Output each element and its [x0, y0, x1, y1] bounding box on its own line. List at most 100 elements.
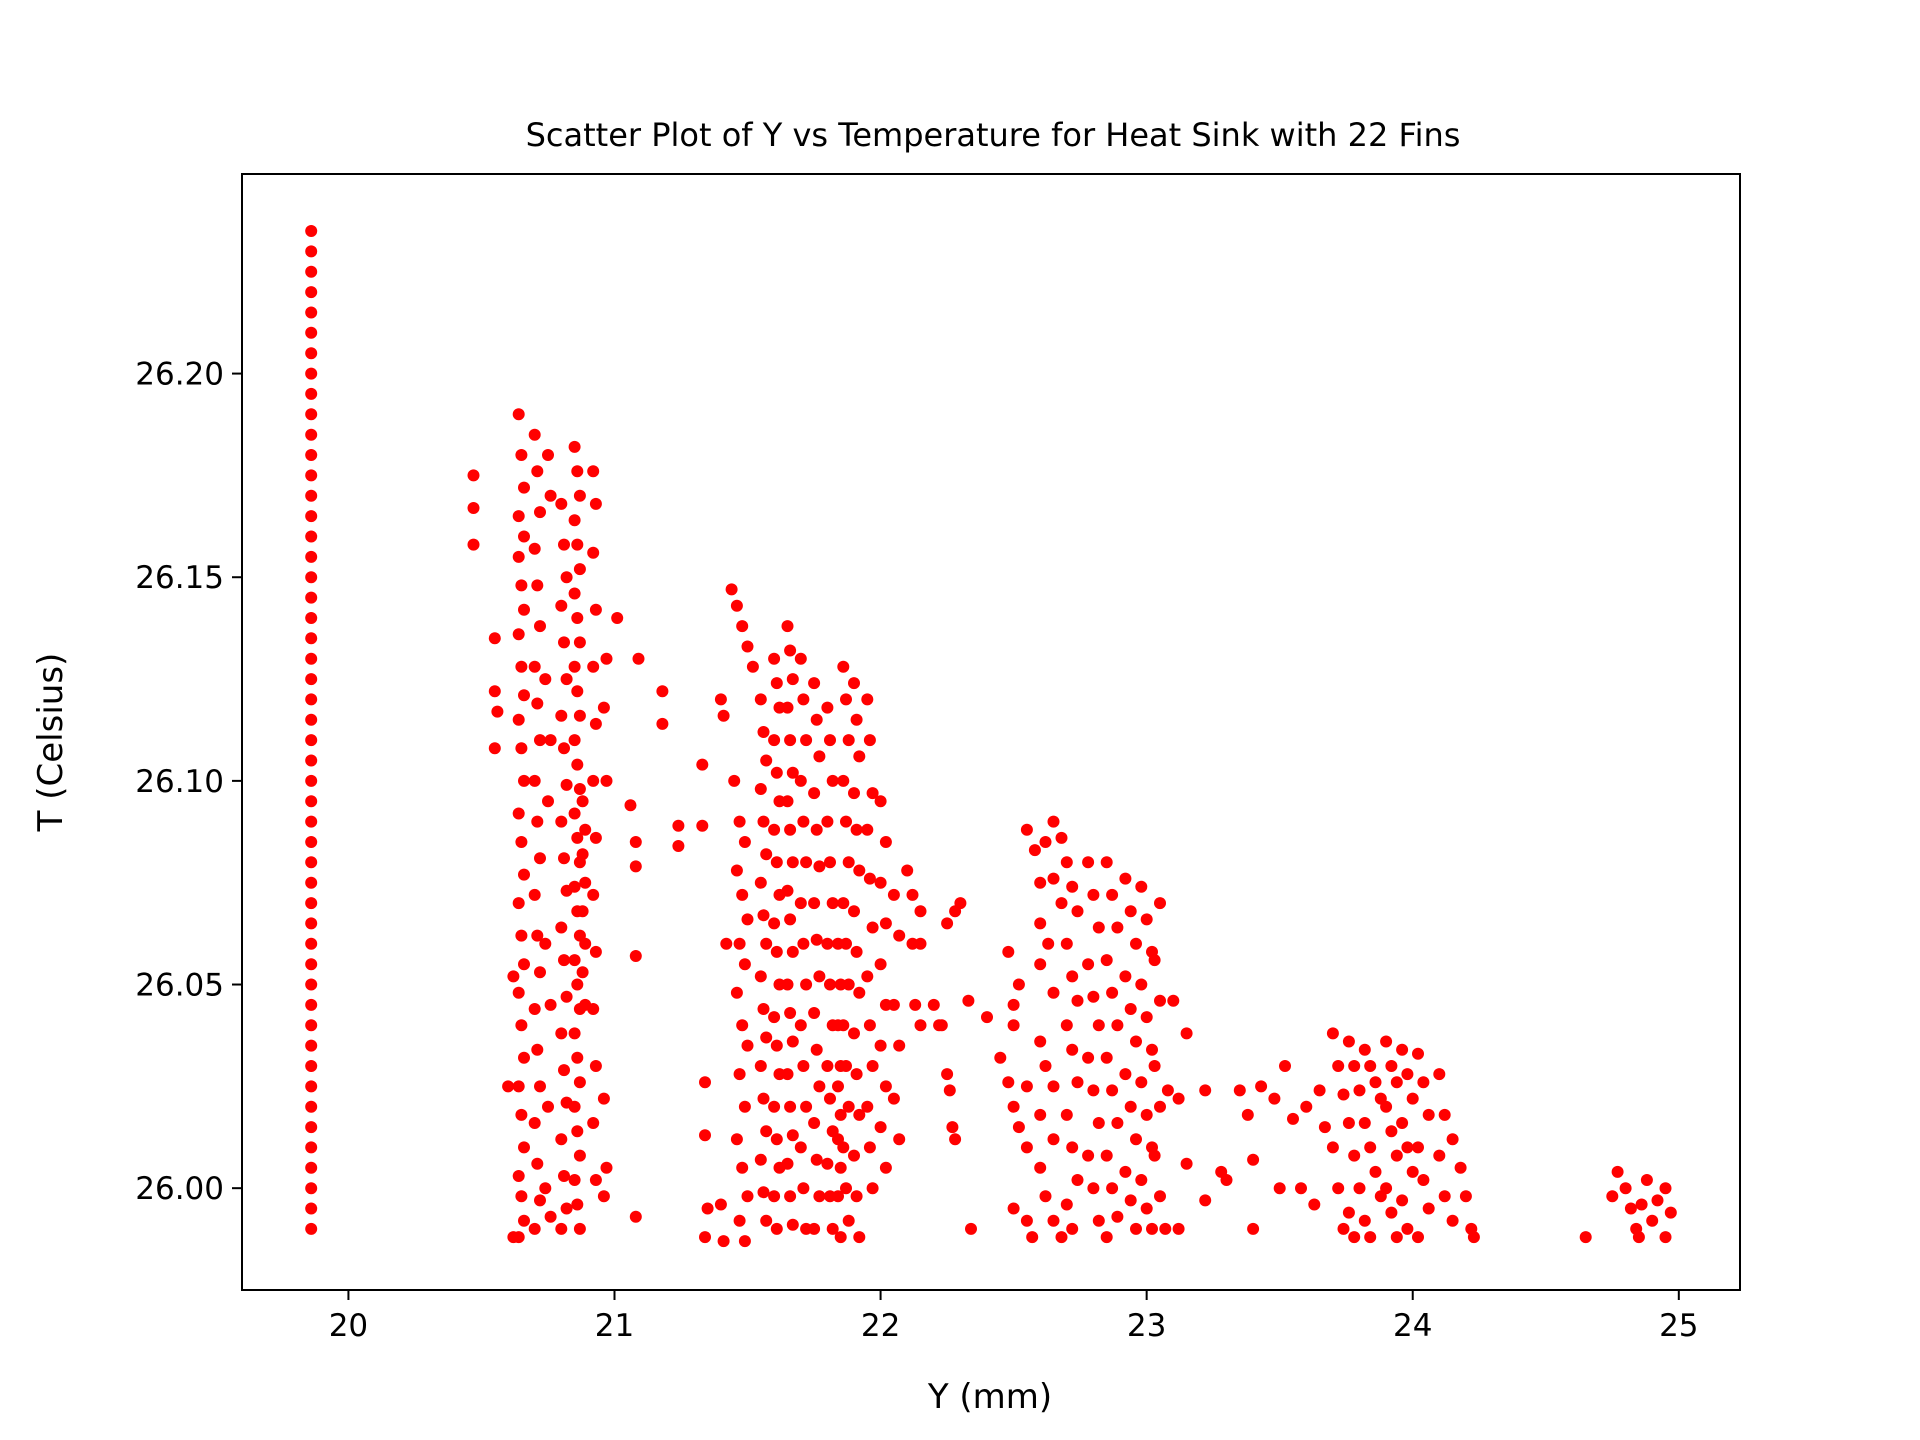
data-point [589, 1174, 602, 1186]
data-point [587, 1003, 600, 1015]
data-point [1167, 994, 1180, 1007]
data-point [808, 1007, 821, 1019]
data-point [305, 408, 318, 421]
data-point [1390, 1231, 1403, 1244]
data-point [736, 1161, 749, 1174]
data-point [1111, 1117, 1124, 1129]
data-point [1060, 1198, 1073, 1211]
data-point [656, 717, 669, 730]
data-point [1020, 1141, 1033, 1154]
data-point [1422, 1202, 1435, 1215]
data-point [1624, 1202, 1637, 1215]
data-point [962, 994, 975, 1007]
data-point [573, 563, 586, 576]
data-point [738, 1100, 751, 1113]
data-point [1396, 1043, 1409, 1056]
data-point [840, 1060, 852, 1072]
data-point [555, 1133, 568, 1146]
data-point [305, 713, 318, 726]
data-point [965, 1222, 977, 1235]
data-point [1467, 1231, 1480, 1244]
data-point [555, 1027, 568, 1040]
data-point [534, 852, 546, 865]
data-point [1287, 1112, 1299, 1125]
data-point [1148, 954, 1161, 967]
data-point [305, 286, 318, 299]
data-point [1364, 1141, 1377, 1154]
data-point [1659, 1231, 1672, 1244]
data-point [467, 469, 480, 482]
data-point [760, 1031, 773, 1044]
data-point [757, 726, 770, 738]
data-point [1295, 1182, 1307, 1195]
data-point [887, 998, 900, 1011]
data-point [1146, 1043, 1158, 1056]
data-point [1082, 856, 1095, 869]
x-tick-label: 21 [595, 1308, 634, 1344]
data-point [305, 1019, 318, 1032]
data-point [629, 1210, 642, 1223]
data-point [1039, 836, 1052, 848]
data-point [512, 807, 525, 820]
data-point [810, 713, 823, 726]
data-point [1071, 1076, 1084, 1089]
data-point [1159, 1222, 1172, 1235]
data-point [810, 1043, 823, 1056]
data-point [528, 660, 541, 673]
data-point [1130, 937, 1142, 950]
data-point [1111, 1210, 1124, 1223]
x-tick-label: 23 [1127, 1308, 1166, 1344]
data-point [733, 937, 746, 950]
data-point [568, 587, 581, 600]
data-point [544, 1210, 557, 1223]
data-point [568, 954, 581, 967]
data-point [1007, 1100, 1020, 1113]
data-point [848, 1149, 860, 1162]
data-point [797, 693, 810, 706]
data-point [840, 815, 852, 828]
data-point [544, 998, 557, 1011]
data-point [1401, 1141, 1414, 1154]
data-point [935, 1019, 948, 1032]
data-point [305, 632, 318, 645]
data-point [794, 1141, 807, 1154]
data-point [770, 945, 783, 958]
data-point [781, 701, 794, 714]
data-point [1406, 1165, 1419, 1178]
data-point [893, 1133, 906, 1146]
data-point [558, 538, 570, 551]
data-point [717, 709, 730, 722]
data-point [629, 860, 642, 873]
data-point [1632, 1231, 1645, 1244]
data-point [821, 815, 834, 828]
data-point [1255, 1080, 1268, 1093]
data-point [810, 933, 823, 946]
data-point [1092, 1019, 1105, 1032]
data-point [542, 449, 554, 461]
data-point [813, 970, 826, 983]
data-point [1619, 1182, 1632, 1195]
data-point [824, 734, 836, 747]
data-point [1130, 1133, 1142, 1146]
data-point [1390, 1149, 1403, 1162]
data-point [861, 1100, 874, 1113]
data-point [555, 815, 568, 828]
data-point [555, 709, 568, 722]
data-point [1140, 1011, 1153, 1024]
data-point [824, 856, 836, 869]
data-point [568, 807, 581, 820]
data-point [794, 652, 807, 665]
data-point [853, 986, 866, 999]
data-point [1047, 815, 1060, 828]
data-point [571, 465, 584, 478]
data-point [305, 652, 318, 665]
data-point [573, 489, 586, 502]
data-point [768, 823, 781, 836]
data-point [1433, 1068, 1446, 1081]
data-point [1390, 1076, 1403, 1089]
data-point [1364, 1231, 1377, 1244]
data-point [866, 787, 879, 800]
data-point [738, 958, 751, 971]
data-point [515, 1190, 528, 1203]
data-point [861, 693, 874, 706]
